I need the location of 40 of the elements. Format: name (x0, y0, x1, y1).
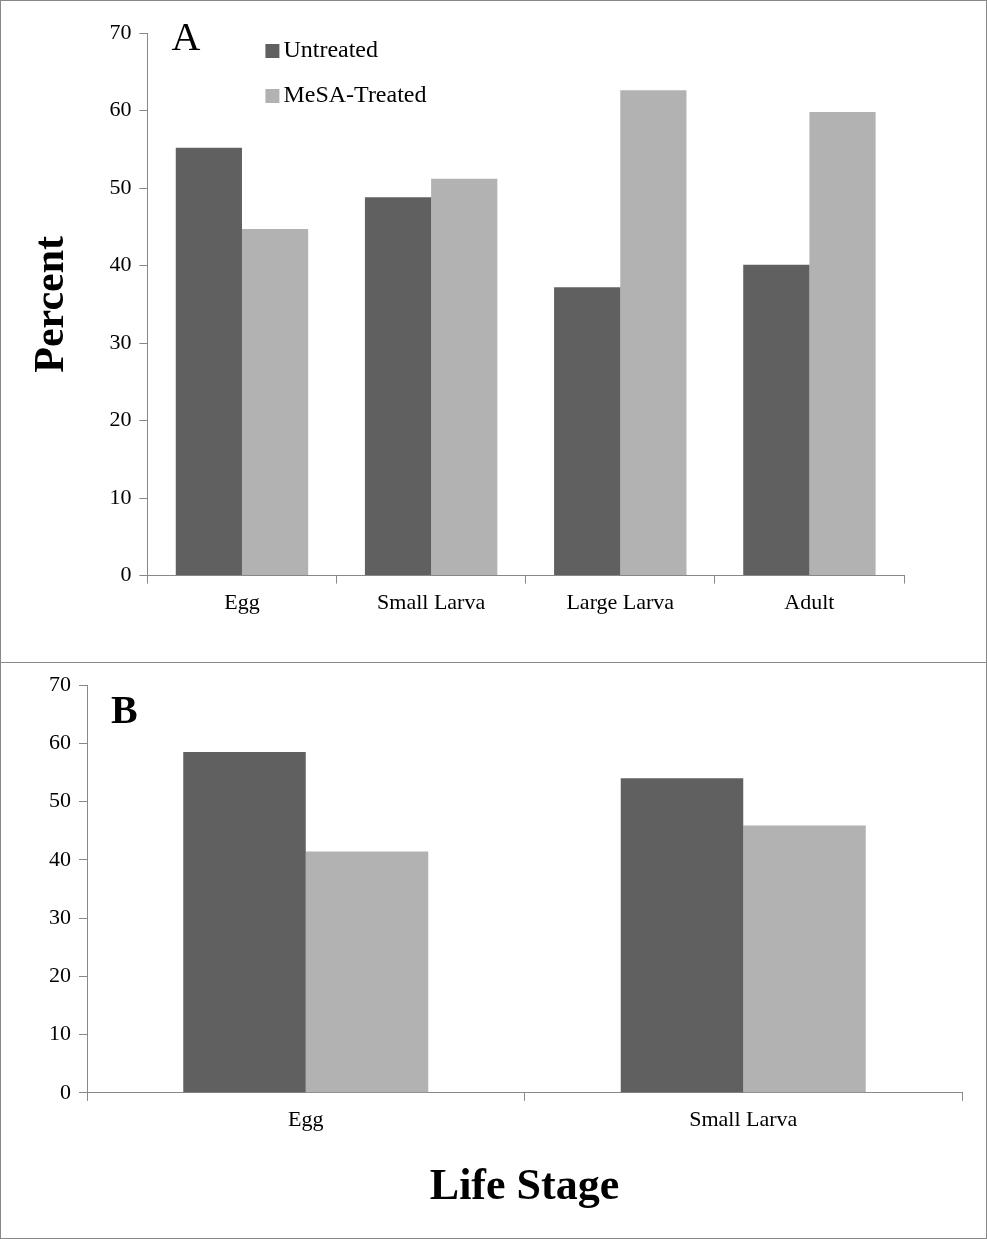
bar (809, 112, 876, 576)
x-tick-label: Large Larva (566, 588, 675, 614)
y-tick-label: 70 (109, 18, 132, 44)
y-tick-label: 40 (49, 845, 71, 871)
y-tick-label: 40 (109, 251, 132, 277)
bar (431, 178, 498, 576)
annotation: A (171, 13, 201, 59)
x-tick-label: Small Larva (377, 588, 486, 614)
legend-label: Untreated (283, 36, 379, 63)
y-tick-label: 30 (49, 903, 71, 929)
legend-label: MeSA-Treated (283, 81, 427, 108)
y-tick-label: 0 (120, 561, 132, 587)
x-tick-label: Adult (784, 588, 835, 614)
annotation: B (111, 687, 138, 733)
bar (743, 825, 866, 1093)
y-tick-label: 60 (49, 729, 71, 755)
y-tick-label: 50 (109, 173, 132, 199)
x-axis-title: Life Stage (429, 1159, 620, 1209)
bar (364, 197, 432, 576)
y-tick-label: 0 (60, 1078, 71, 1104)
y-tick-label: 10 (109, 483, 132, 509)
y-tick-label: 30 (109, 328, 132, 354)
y-tick-label: 20 (109, 406, 132, 432)
bar (175, 147, 242, 576)
y-axis-title: Percent (26, 235, 73, 373)
bar (183, 752, 306, 1093)
y-tick-label: 50 (49, 787, 71, 813)
bar (305, 851, 429, 1093)
y-tick-label: 10 (49, 1020, 71, 1046)
x-tick-label: Egg (224, 588, 260, 614)
y-tick-label: 60 (109, 96, 132, 122)
bar (620, 90, 687, 576)
x-tick-label: Small Larva (689, 1105, 798, 1131)
x-tick-label: Egg (288, 1105, 324, 1131)
bar (554, 287, 621, 576)
y-tick-label: 20 (49, 962, 71, 988)
bar (620, 778, 744, 1093)
y-tick-label: 70 (49, 670, 71, 696)
bar (743, 264, 810, 576)
bar (241, 229, 309, 576)
